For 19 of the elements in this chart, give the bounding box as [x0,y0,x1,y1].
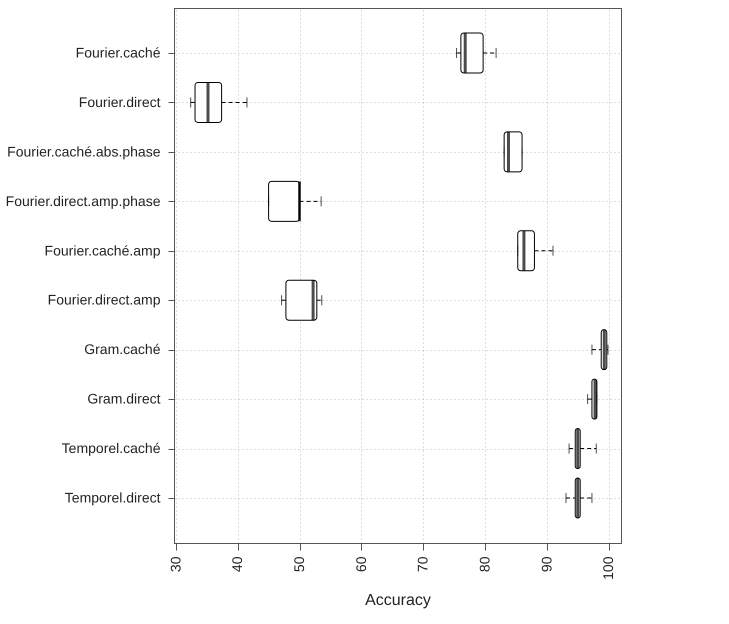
y-tick-label: Fourier.caché [76,44,161,60]
x-tick-label: 80 [476,556,492,572]
y-tick-label: Fourier.direct.amp [48,292,161,308]
y-tick-label: Fourier.caché.abs.phase [7,143,161,160]
x-axis-title: Accuracy [365,592,431,609]
y-tick-label: Fourier.direct [78,94,161,110]
x-tick-label: 30 [167,556,184,572]
y-tick-label: Gram.direct [87,390,161,407]
x-tick-label: 100 [600,556,616,580]
y-tick-label: Fourier.caché.amp [44,242,161,258]
x-tick-label: 50 [291,556,308,572]
x-tick-label: 90 [538,556,554,572]
x-tick-label: 70 [414,556,431,572]
y-tick-label: Temporel.caché [62,440,161,456]
x-tick-label: 40 [229,556,246,572]
y-tick-label: Temporel.direct [64,490,161,506]
y-tick-label: Fourier.direct.amp.phase [6,192,161,209]
y-tick-label: Gram.caché [84,341,161,358]
x-tick-label: 60 [352,556,369,572]
